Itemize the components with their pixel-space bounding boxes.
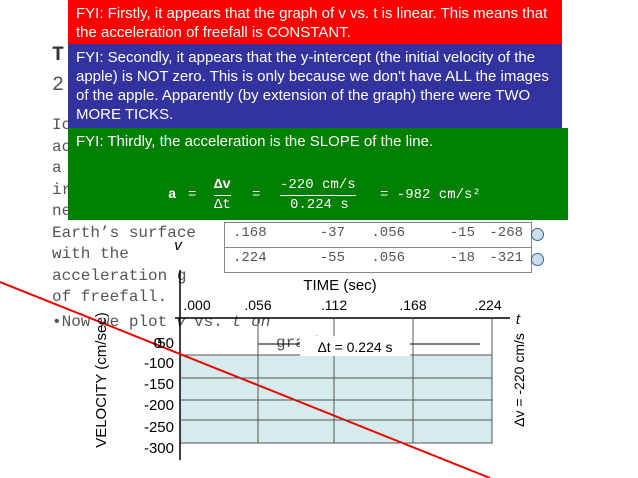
title: T xyxy=(52,44,65,67)
note-3-text: FYI: Thirdly, the acceleration is the SL… xyxy=(76,133,434,150)
body-line: ac xyxy=(52,137,72,156)
note-2: FYI: Secondly, it appears that the y-int… xyxy=(68,44,562,128)
body-line: Earth’s surface xyxy=(52,223,197,242)
table-cell: -18 xyxy=(449,250,475,266)
subtitle: 2 xyxy=(52,74,65,97)
x-tick-label: .000 xyxy=(183,297,210,313)
table-cell: .168 xyxy=(233,225,267,241)
body-line: acceleration g xyxy=(52,266,187,285)
note-1: FYI: Firstly, it appears that the graph … xyxy=(68,0,562,44)
y-tick-label: 0 xyxy=(154,335,162,352)
bullet-text: •Now we plot xyxy=(52,313,168,331)
table-cell: .056 xyxy=(371,250,405,266)
table-cell: -55 xyxy=(319,250,345,266)
eq-den: 0.224 s xyxy=(290,197,349,213)
body-line: Io xyxy=(52,116,72,134)
eq-num: -220 cm/s xyxy=(280,176,356,196)
bullet-text: v xyxy=(176,313,186,331)
x-tick-label: .168 xyxy=(399,297,426,313)
table-cell: -15 xyxy=(449,225,475,241)
marker xyxy=(531,253,544,266)
v-label: v xyxy=(174,237,183,254)
eq-dt: Δt xyxy=(214,197,231,213)
y-tick-label: -50 xyxy=(152,335,174,352)
table-cell: .224 xyxy=(233,250,267,266)
note-3: FYI: Thirdly, the acceleration is the SL… xyxy=(68,128,568,220)
eq-a: a xyxy=(168,187,177,203)
body-line: ne xyxy=(52,202,72,220)
y-tick-label: -150 xyxy=(144,376,174,393)
body-line: of freefall. xyxy=(52,288,168,306)
table-cell: -37 xyxy=(319,225,345,241)
x-tick-label: .112 xyxy=(321,297,347,313)
label-bg xyxy=(300,336,410,356)
dt-label: Δt = 0.224 s xyxy=(317,339,392,355)
triangle-area xyxy=(179,354,493,444)
marker xyxy=(531,228,544,241)
table-row: .224 -55 .056 -18 -321 xyxy=(224,247,532,273)
y-tick-label: -200 xyxy=(144,397,174,414)
y-title: VELOCITY (cm/sec) xyxy=(93,312,110,448)
y-tick-label: -300 xyxy=(144,440,174,457)
y-tick-label: -250 xyxy=(144,419,174,436)
eq-sign: = xyxy=(252,187,261,203)
eq-sign: = xyxy=(188,187,197,203)
x-title: TIME (sec) xyxy=(303,277,376,294)
table-cell: .056 xyxy=(371,225,405,241)
fit-line xyxy=(0,281,491,478)
eq-dv: Δv xyxy=(214,176,231,196)
table-cell: -268 xyxy=(489,225,523,241)
x-tick-label: .056 xyxy=(244,297,271,313)
eq-result: = -982 cm/s² xyxy=(380,187,481,203)
body-line: with the xyxy=(52,245,129,263)
body-line: ir xyxy=(52,180,72,199)
y-tick-label: -100 xyxy=(144,355,174,372)
table-row: .168 -37 .056 -15 -268 xyxy=(224,222,532,248)
table-cell: -321 xyxy=(489,250,523,266)
body-line: a xyxy=(52,159,62,177)
t-label: t xyxy=(516,311,521,328)
dv-label: Δv = -220 cm/s xyxy=(511,333,527,427)
x-tick-label: .224 xyxy=(474,297,501,313)
